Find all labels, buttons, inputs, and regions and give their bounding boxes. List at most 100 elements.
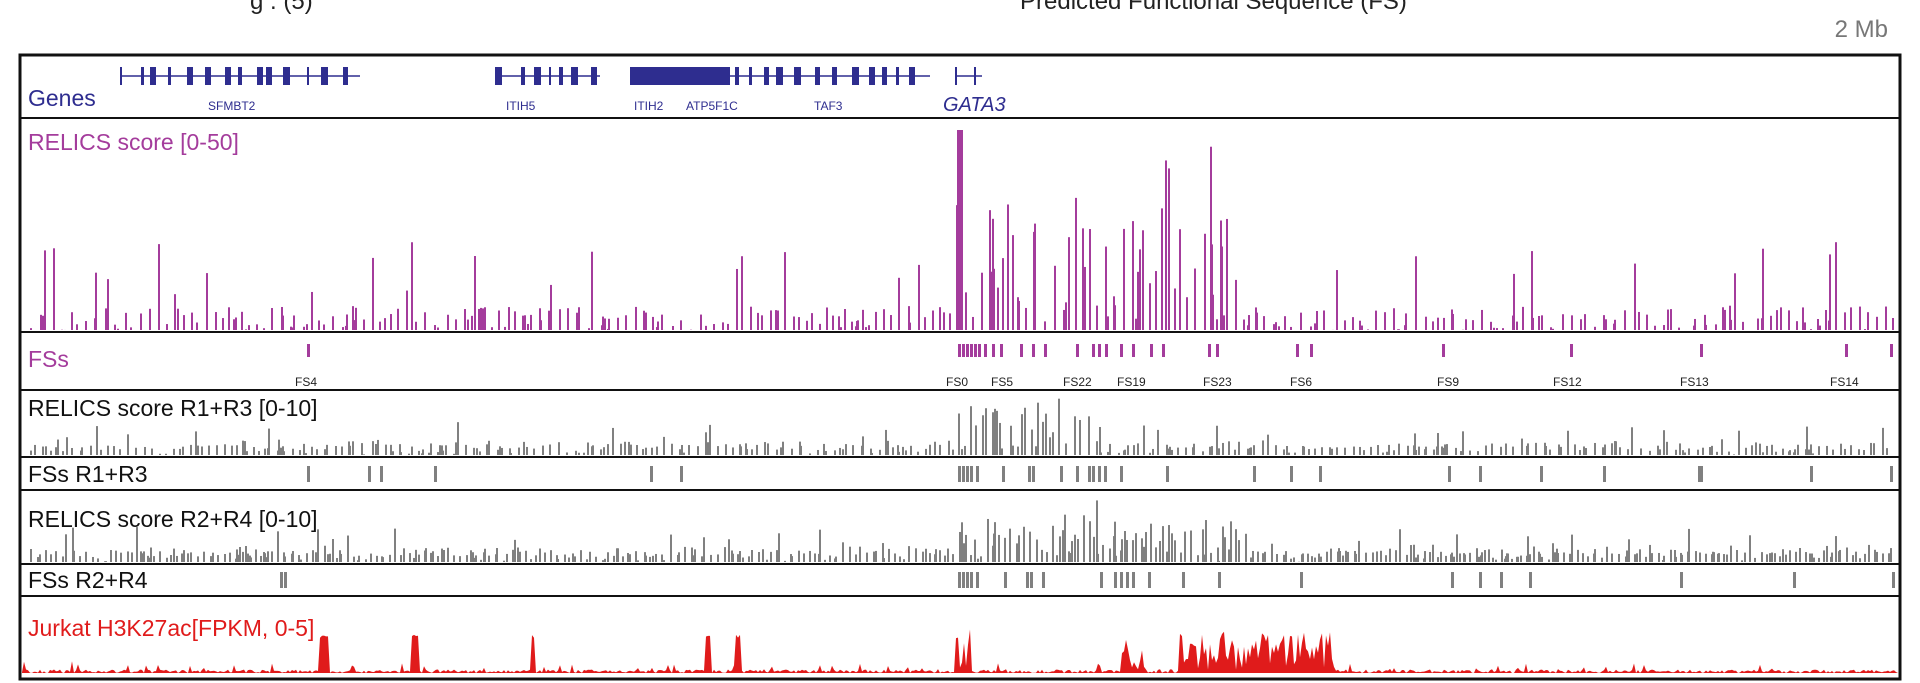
r24-bar bbox=[242, 551, 244, 562]
fs-mark bbox=[1044, 344, 1047, 357]
relics-bar bbox=[1663, 325, 1665, 330]
r13-bar bbox=[612, 427, 614, 455]
fs-r13-mark bbox=[1120, 466, 1123, 482]
r13-bar bbox=[1818, 446, 1820, 455]
r24-bar bbox=[55, 551, 57, 562]
r24-bar bbox=[694, 549, 696, 562]
fs-r24-mark bbox=[1126, 572, 1129, 588]
relics-bar bbox=[114, 324, 116, 330]
r24-bar bbox=[629, 554, 631, 562]
relics-score-bars bbox=[30, 130, 1894, 330]
relics-bar bbox=[625, 315, 627, 330]
r24-bar bbox=[370, 553, 372, 562]
r13-bar bbox=[871, 452, 873, 455]
r24-bar bbox=[1511, 558, 1513, 562]
r24-bar bbox=[1415, 557, 1417, 562]
r13-bar bbox=[1021, 414, 1023, 455]
r24-bar bbox=[1774, 553, 1776, 562]
r24-bar bbox=[859, 546, 861, 562]
r24-bar bbox=[1730, 545, 1732, 562]
r13-bar bbox=[127, 434, 129, 455]
r24-bar bbox=[1478, 556, 1480, 562]
fs-r13-mark bbox=[1603, 466, 1606, 482]
fs-mark bbox=[1098, 344, 1101, 357]
relics-bar bbox=[1149, 283, 1151, 330]
r24-bar bbox=[829, 555, 831, 562]
r13-bar bbox=[746, 449, 748, 455]
gene-exon bbox=[869, 67, 875, 85]
r13-bar bbox=[258, 451, 260, 455]
gene-exon bbox=[909, 67, 915, 85]
r13-bar bbox=[441, 445, 443, 455]
relics-bar bbox=[1730, 319, 1732, 330]
r24-bar bbox=[1663, 555, 1665, 562]
r13-bar bbox=[518, 447, 520, 455]
r24-bar bbox=[1855, 551, 1857, 562]
r24-bar bbox=[814, 553, 816, 562]
r13-bar bbox=[542, 445, 544, 455]
r24-bar bbox=[1376, 551, 1378, 562]
relics-bar bbox=[1481, 309, 1483, 330]
relics-bar bbox=[883, 309, 885, 330]
r13-bar bbox=[1882, 427, 1884, 455]
relics-bar bbox=[1142, 230, 1144, 330]
relics-bar bbox=[125, 312, 127, 330]
gene-exon bbox=[764, 67, 769, 85]
r13-bar bbox=[1745, 447, 1747, 455]
r24-bar bbox=[1180, 552, 1182, 562]
r24-bar bbox=[284, 556, 286, 562]
r24-bar bbox=[1713, 552, 1715, 562]
r24-bar bbox=[336, 558, 338, 562]
relics-bar bbox=[1137, 271, 1139, 330]
r13-bar bbox=[510, 452, 512, 455]
fs-label: FS12 bbox=[1553, 375, 1582, 389]
fs-label: FS13 bbox=[1680, 375, 1709, 389]
r13-bar bbox=[499, 446, 501, 455]
r24-bar bbox=[376, 555, 378, 562]
r13-bar bbox=[1462, 431, 1464, 455]
r24-bar bbox=[595, 556, 597, 562]
r24-bar bbox=[1779, 556, 1781, 562]
r13-bar bbox=[280, 447, 282, 455]
r24-bar bbox=[1276, 554, 1278, 562]
r13-bar bbox=[231, 445, 233, 455]
gene-label-gata3: GATA3 bbox=[943, 94, 1006, 116]
relics-bar bbox=[1210, 146, 1212, 330]
fs-r24-mark bbox=[280, 572, 283, 588]
r24-bar bbox=[1004, 537, 1006, 562]
r24-bar bbox=[1062, 530, 1064, 562]
r13-bar bbox=[725, 444, 727, 455]
relics-bar bbox=[1670, 309, 1672, 330]
r24-bar bbox=[1831, 552, 1833, 562]
gene-exon bbox=[852, 67, 859, 85]
fs-mark bbox=[1296, 344, 1299, 357]
r13-bar bbox=[852, 445, 854, 455]
relics-bar bbox=[1155, 271, 1157, 330]
relics-bar bbox=[806, 320, 808, 330]
relics-bar bbox=[1323, 310, 1325, 330]
r13-bar bbox=[1303, 446, 1305, 455]
r24-bar bbox=[1766, 554, 1768, 562]
r13-bar bbox=[1074, 416, 1076, 455]
r13-bar bbox=[1512, 446, 1514, 455]
r24-bar bbox=[1440, 551, 1442, 562]
relics-bar bbox=[1538, 316, 1540, 330]
gene-exon bbox=[832, 67, 837, 85]
r24-bar bbox=[1417, 554, 1419, 562]
relics-bar bbox=[1007, 204, 1009, 330]
r24-bar bbox=[1723, 554, 1725, 562]
relics-bar bbox=[798, 317, 800, 330]
relics-bar bbox=[71, 312, 73, 330]
relics-bar bbox=[355, 307, 357, 330]
r13-bar bbox=[679, 449, 681, 455]
r24-bar bbox=[409, 553, 411, 562]
r13-bar bbox=[839, 447, 841, 455]
r13-bar bbox=[1331, 448, 1333, 455]
fs-r13-mark bbox=[1700, 466, 1703, 482]
r13-bar bbox=[479, 451, 481, 455]
r13-bar bbox=[1344, 447, 1346, 455]
r24-bar bbox=[1445, 555, 1447, 562]
r13-bar bbox=[442, 450, 444, 455]
r13-bar bbox=[305, 453, 307, 455]
